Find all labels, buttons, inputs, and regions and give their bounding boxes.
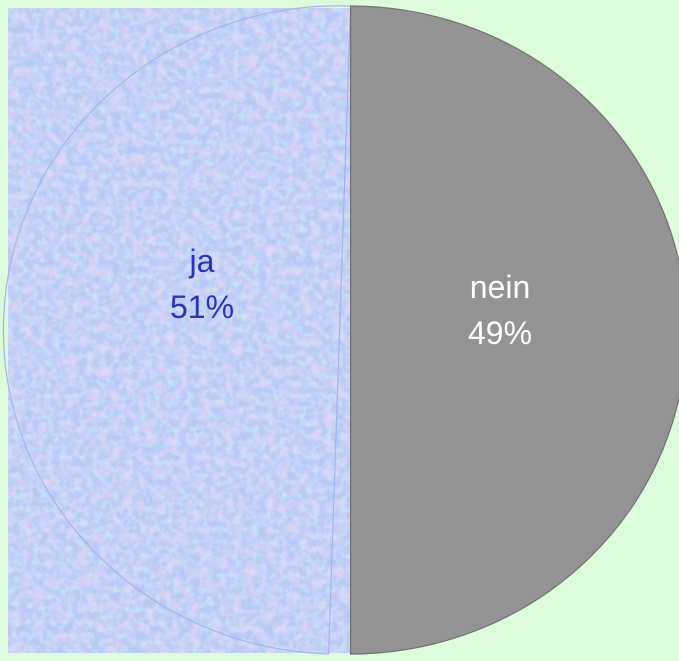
ja-slice-outline: [2, 5, 351, 655]
nein-slice: [349, 5, 679, 655]
ja-slice-texture: [8, 8, 351, 653]
ja-slice-value: 51%: [170, 289, 234, 325]
ja-slice-edge: [327, 5, 352, 655]
ja-slice-group: [2, 5, 352, 655]
ja-slice-label: ja: [189, 243, 215, 279]
nein-slice-label: nein: [470, 269, 531, 305]
nein-slice-value: 49%: [468, 315, 532, 351]
